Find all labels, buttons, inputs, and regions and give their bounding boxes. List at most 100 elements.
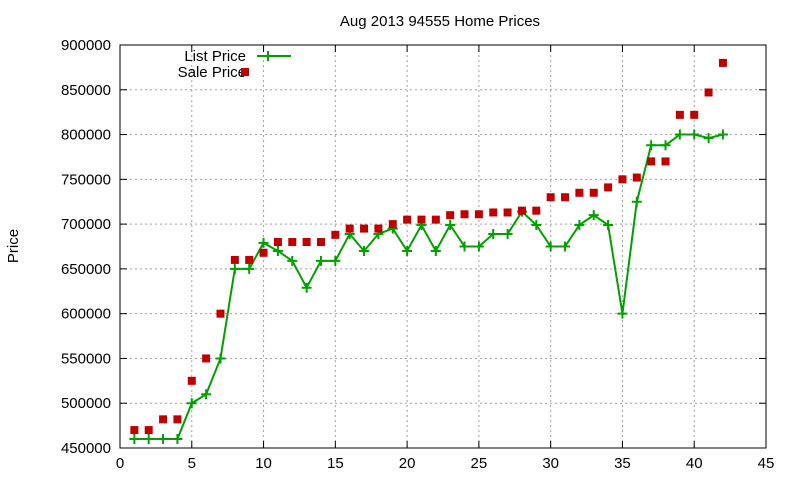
list-price-point <box>473 241 484 252</box>
list-price-point <box>588 210 599 221</box>
list-price-point <box>488 228 499 239</box>
sale-price-point <box>331 230 340 239</box>
list-price-line <box>134 133 724 441</box>
sale-price-point <box>561 193 570 202</box>
x-tick-label: 5 <box>188 455 196 472</box>
list-price-point <box>717 129 728 140</box>
list-price-point <box>445 220 456 231</box>
sale-price-point <box>632 173 641 182</box>
x-tick-label: 25 <box>471 455 488 472</box>
x-tick-label: 15 <box>327 455 344 472</box>
sale-price-point <box>245 255 254 264</box>
sale-price-point <box>202 354 211 363</box>
y-tick-label: 850000 <box>61 82 111 99</box>
x-tick-label: 20 <box>399 455 416 472</box>
y-tick-label: 700000 <box>61 216 111 233</box>
sale-price-point <box>575 188 584 197</box>
list-price-point <box>689 129 700 140</box>
legend-label: Sale Price <box>178 64 246 81</box>
list-price-point <box>186 398 197 409</box>
x-tick-label: 40 <box>686 455 703 472</box>
sale-price-point <box>273 238 282 247</box>
list-price-point <box>272 245 283 256</box>
sale-price-point <box>417 215 426 224</box>
sale-price-point <box>187 376 196 385</box>
sale-price-point <box>546 193 555 202</box>
list-price-point <box>359 245 370 256</box>
x-tick-label: 0 <box>116 455 124 472</box>
series-0 <box>129 129 728 445</box>
sale-price-point <box>159 415 168 424</box>
y-tick-label: 900000 <box>61 37 111 54</box>
list-price-point <box>330 255 341 266</box>
x-tick-label: 10 <box>255 455 272 472</box>
sale-price-point <box>661 157 670 166</box>
list-price-point <box>430 245 441 256</box>
sale-price-point <box>604 183 613 192</box>
sale-price-point <box>302 238 311 247</box>
list-price-point <box>502 228 513 239</box>
sale-price-point <box>388 220 397 229</box>
sale-price-point <box>288 238 297 247</box>
sale-price-point <box>230 255 239 264</box>
list-price-point <box>402 245 413 256</box>
sale-price-point <box>718 58 727 67</box>
sale-price-point <box>130 426 139 435</box>
plot-frame <box>119 44 767 449</box>
list-price-point <box>574 220 585 231</box>
sale-price-point <box>675 110 684 119</box>
list-price-point <box>143 434 154 445</box>
sale-price-point <box>374 224 383 233</box>
sale-price-point <box>144 426 153 435</box>
list-price-point <box>674 129 685 140</box>
sale-price-point <box>647 157 656 166</box>
list-price-point <box>215 353 226 364</box>
y-tick-label: 600000 <box>61 306 111 323</box>
sale-price-point <box>690 110 699 119</box>
chart-title: Aug 2013 94555 Home Prices <box>340 13 540 30</box>
list-price-point <box>459 241 470 252</box>
sale-price-point <box>360 224 369 233</box>
sale-price-point <box>446 211 455 220</box>
sale-price-point <box>345 224 354 233</box>
list-price-point <box>660 140 671 151</box>
legend-point-swatch <box>263 51 273 61</box>
list-price-point <box>172 434 183 445</box>
series-layer <box>129 58 728 445</box>
list-price-point <box>617 308 628 319</box>
list-price-point <box>229 263 240 274</box>
sale-price-point <box>403 215 412 224</box>
sale-price-point <box>532 206 541 215</box>
list-price-point <box>646 140 657 151</box>
list-price-point <box>703 133 714 144</box>
sale-price-point <box>618 175 627 184</box>
x-tick-label: 30 <box>542 455 559 472</box>
sale-price-point <box>173 415 182 424</box>
list-price-point <box>244 263 255 274</box>
sale-price-point <box>460 210 469 219</box>
sale-price-point <box>704 88 713 97</box>
x-tick-label: 35 <box>614 455 631 472</box>
sale-price-point <box>589 188 598 197</box>
series-1 <box>130 58 727 435</box>
y-tick-label: 500000 <box>61 395 111 412</box>
list-price-point <box>531 220 542 231</box>
sale-price-point <box>216 309 225 318</box>
list-price-point <box>158 434 169 445</box>
legend-point-swatch <box>241 68 249 76</box>
sale-price-point <box>431 215 440 224</box>
list-price-point <box>301 282 312 293</box>
y-tick-label: 750000 <box>61 171 111 188</box>
y-tick-label: 650000 <box>61 261 111 278</box>
y-tick-label: 450000 <box>61 440 111 457</box>
sale-price-point <box>517 206 526 215</box>
list-price-point <box>258 237 269 248</box>
y-tick-label: 800000 <box>61 127 111 144</box>
list-price-point <box>201 389 212 400</box>
list-price-point <box>631 196 642 207</box>
sale-price-point <box>316 238 325 247</box>
sale-price-point <box>259 248 268 257</box>
list-price-point <box>129 434 140 445</box>
